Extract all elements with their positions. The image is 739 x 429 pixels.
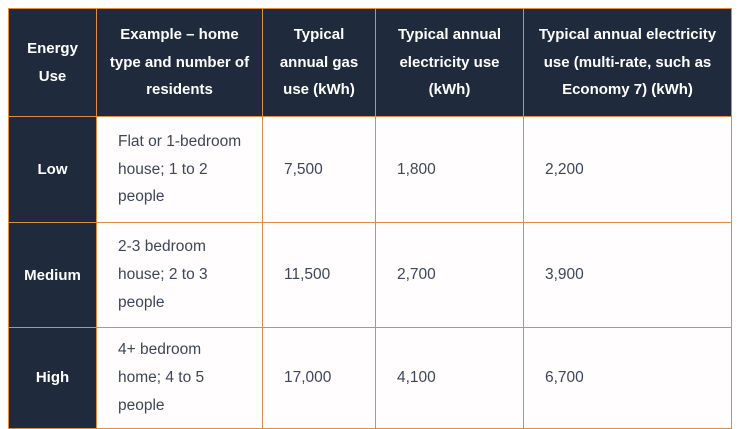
table-row-high: High 4+ bedroom home; 4 to 5 people 17,0…: [8, 327, 732, 429]
row-label-high: High: [8, 327, 97, 429]
header-cell-multi-rate-use: Typical annual electricity use (multi-ra…: [523, 8, 732, 117]
row-label-low: Low: [8, 116, 97, 223]
cell-high-gas: 17,000: [262, 327, 376, 429]
cell-medium-electricity: 2,700: [375, 222, 524, 328]
table-row-medium: Medium 2-3 bedroom house; 2 to 3 people …: [8, 222, 732, 328]
cell-high-multi-rate: 6,700: [523, 327, 732, 429]
header-row: Energy Use Example – home type and numbe…: [8, 8, 732, 117]
cell-low-gas: 7,500: [262, 116, 376, 223]
energy-use-table: Energy Use Example – home type and numbe…: [8, 8, 732, 429]
cell-low-multi-rate: 2,200: [523, 116, 732, 223]
cell-medium-gas: 11,500: [262, 222, 376, 328]
header-cell-gas-use: Typical annual gas use (kWh): [262, 8, 376, 117]
cell-high-example: 4+ bedroom home; 4 to 5 people: [96, 327, 263, 429]
table-row-low: Low Flat or 1-bedroom house; 1 to 2 peop…: [8, 116, 732, 223]
cell-medium-example: 2-3 bedroom house; 2 to 3 people: [96, 222, 263, 328]
row-label-medium: Medium: [8, 222, 97, 328]
header-cell-electricity-use: Typical annual electricity use (kWh): [375, 8, 524, 117]
header-cell-example: Example – home type and number of reside…: [96, 8, 263, 117]
cell-low-electricity: 1,800: [375, 116, 524, 223]
header-cell-energy-use: Energy Use: [8, 8, 97, 117]
cell-high-electricity: 4,100: [375, 327, 524, 429]
cell-low-example: Flat or 1-bedroom house; 1 to 2 people: [96, 116, 263, 223]
cell-medium-multi-rate: 3,900: [523, 222, 732, 328]
